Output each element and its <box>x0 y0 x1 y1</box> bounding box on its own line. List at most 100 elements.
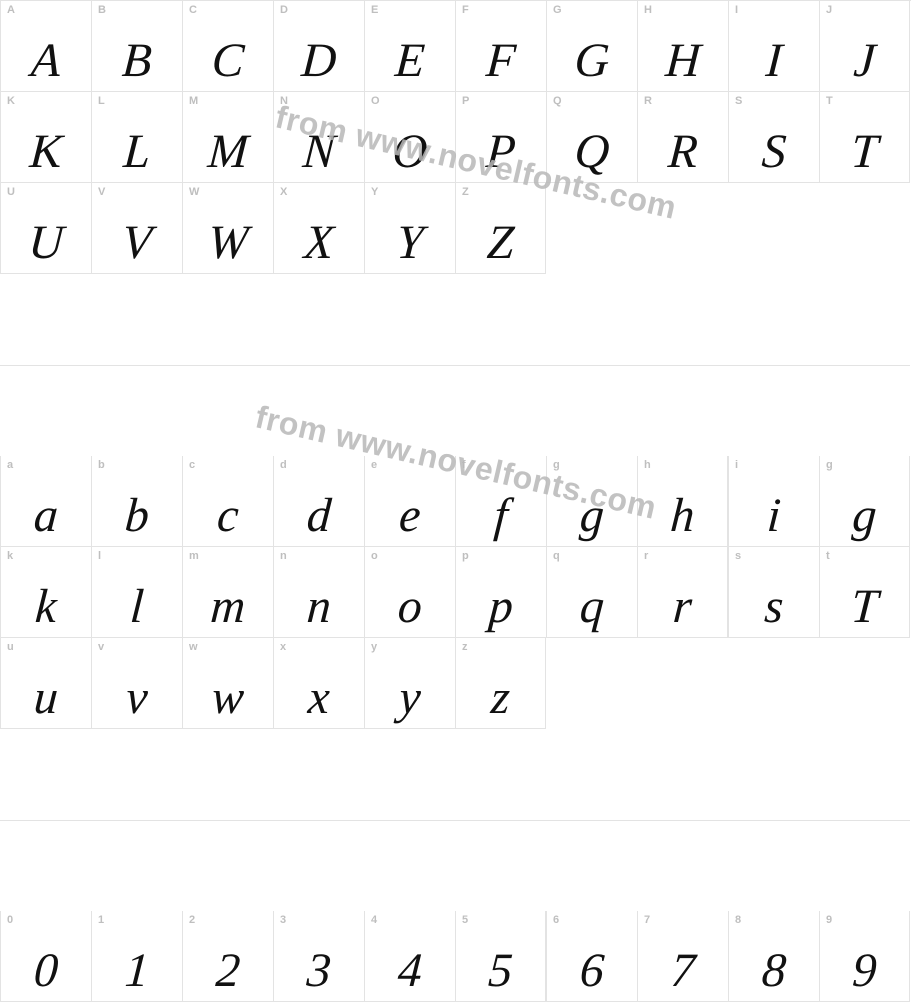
cell-glyph: 4 <box>364 947 455 995</box>
cell-label: u <box>7 641 14 653</box>
cell-glyph: w <box>182 674 273 722</box>
cell-label: h <box>644 459 651 471</box>
cell-glyph: v <box>91 674 182 722</box>
glyph-cell: uu <box>0 638 91 729</box>
glyph-cell: nn <box>273 547 364 638</box>
cell-label: m <box>189 550 199 562</box>
glyph-cell: gg <box>546 456 637 547</box>
cell-label: U <box>7 186 15 198</box>
cell-glyph: Q <box>546 128 637 176</box>
cell-label: R <box>644 95 652 107</box>
cell-label: w <box>189 641 198 653</box>
cell-glyph: J <box>819 37 910 85</box>
glyph-cell: 66 <box>546 911 637 1002</box>
cell-label: o <box>371 550 378 562</box>
cell-glyph: C <box>182 37 273 85</box>
glyph-cell: hh <box>637 456 728 547</box>
glyph-cell: 22 <box>182 911 273 1002</box>
cell-label: b <box>98 459 105 471</box>
cell-label: G <box>553 4 562 16</box>
cell-label: O <box>371 95 380 107</box>
cell-glyph: 8 <box>728 947 819 995</box>
glyph-cell: WW <box>182 183 273 274</box>
glyph-cell: VV <box>91 183 182 274</box>
glyph-cell: LL <box>91 92 182 183</box>
cell-label: f <box>462 459 466 471</box>
cell-glyph: S <box>728 128 819 176</box>
cell-label: t <box>826 550 830 562</box>
cell-label: v <box>98 641 104 653</box>
cell-label: c <box>189 459 195 471</box>
cell-glyph: x <box>273 674 364 722</box>
cell-label: l <box>98 550 101 562</box>
glyph-cell: 88 <box>728 911 819 1002</box>
glyph-cell: JJ <box>819 1 910 92</box>
cell-label: s <box>735 550 741 562</box>
glyph-cell: HH <box>637 1 728 92</box>
glyph-cell: dd <box>273 456 364 547</box>
cell-glyph: R <box>637 128 728 176</box>
glyph-cell: PP <box>455 92 546 183</box>
cell-label: 7 <box>644 914 650 926</box>
glyph-cell: ZZ <box>455 183 546 274</box>
cell-label: 5 <box>462 914 468 926</box>
cell-glyph: G <box>546 37 637 85</box>
glyph-cell: ii <box>728 456 819 547</box>
glyph-cell: MM <box>182 92 273 183</box>
cell-label: a <box>7 459 13 471</box>
cell-glyph: E <box>364 37 455 85</box>
cell-glyph: O <box>364 128 455 176</box>
cell-label: D <box>280 4 288 16</box>
cell-glyph: V <box>91 219 182 267</box>
cell-label: p <box>462 550 469 562</box>
cell-label: Z <box>462 186 469 198</box>
cell-label: P <box>462 95 470 107</box>
glyph-cell: QQ <box>546 92 637 183</box>
cell-label: N <box>280 95 288 107</box>
glyph-cell: II <box>728 1 819 92</box>
cell-glyph: B <box>91 37 182 85</box>
cell-label: A <box>7 4 15 16</box>
glyph-cell: cc <box>182 456 273 547</box>
glyph-cell: aa <box>0 456 91 547</box>
cell-label: 1 <box>98 914 104 926</box>
row-top-border <box>0 365 910 366</box>
cell-label: W <box>189 186 200 198</box>
cell-glyph: W <box>182 219 273 267</box>
cell-label: B <box>98 4 106 16</box>
cell-glyph: X <box>273 219 364 267</box>
glyph-cell: GG <box>546 1 637 92</box>
cell-label: J <box>826 4 832 16</box>
glyph-cell: FF <box>455 1 546 92</box>
glyph-cell: vv <box>91 638 182 729</box>
cell-label: I <box>735 4 738 16</box>
glyph-cell: bb <box>91 456 182 547</box>
glyph-grid: AABBCCDDEEFFGGHHIIJJKKLLMMNNOOPPQQRRSSTT… <box>0 0 911 1002</box>
cell-label: S <box>735 95 743 107</box>
cell-label: y <box>371 641 377 653</box>
cell-label: K <box>7 95 15 107</box>
cell-label: Q <box>553 95 562 107</box>
glyph-cell: YY <box>364 183 455 274</box>
cell-label: M <box>189 95 198 107</box>
cell-glyph: y <box>364 674 455 722</box>
cell-glyph: h <box>637 492 728 540</box>
cell-label: g <box>826 459 833 471</box>
cell-label: 0 <box>7 914 13 926</box>
glyph-cell: CC <box>182 1 273 92</box>
cell-label: x <box>280 641 286 653</box>
glyph-cell: qq <box>546 547 637 638</box>
cell-glyph: b <box>91 492 182 540</box>
cell-label: 6 <box>553 914 559 926</box>
font-character-map: AABBCCDDEEFFGGHHIIJJKKLLMMNNOOPPQQRRSSTT… <box>0 0 911 668</box>
glyph-cell: 99 <box>819 911 910 1002</box>
cell-glyph: N <box>273 128 364 176</box>
cell-glyph: d <box>273 492 364 540</box>
glyph-cell: oo <box>364 547 455 638</box>
cell-glyph: 7 <box>637 947 728 995</box>
cell-glyph: D <box>273 37 364 85</box>
cell-glyph: H <box>637 37 728 85</box>
cell-label: C <box>189 4 197 16</box>
glyph-cell: kk <box>0 547 91 638</box>
cell-glyph: F <box>455 37 546 85</box>
